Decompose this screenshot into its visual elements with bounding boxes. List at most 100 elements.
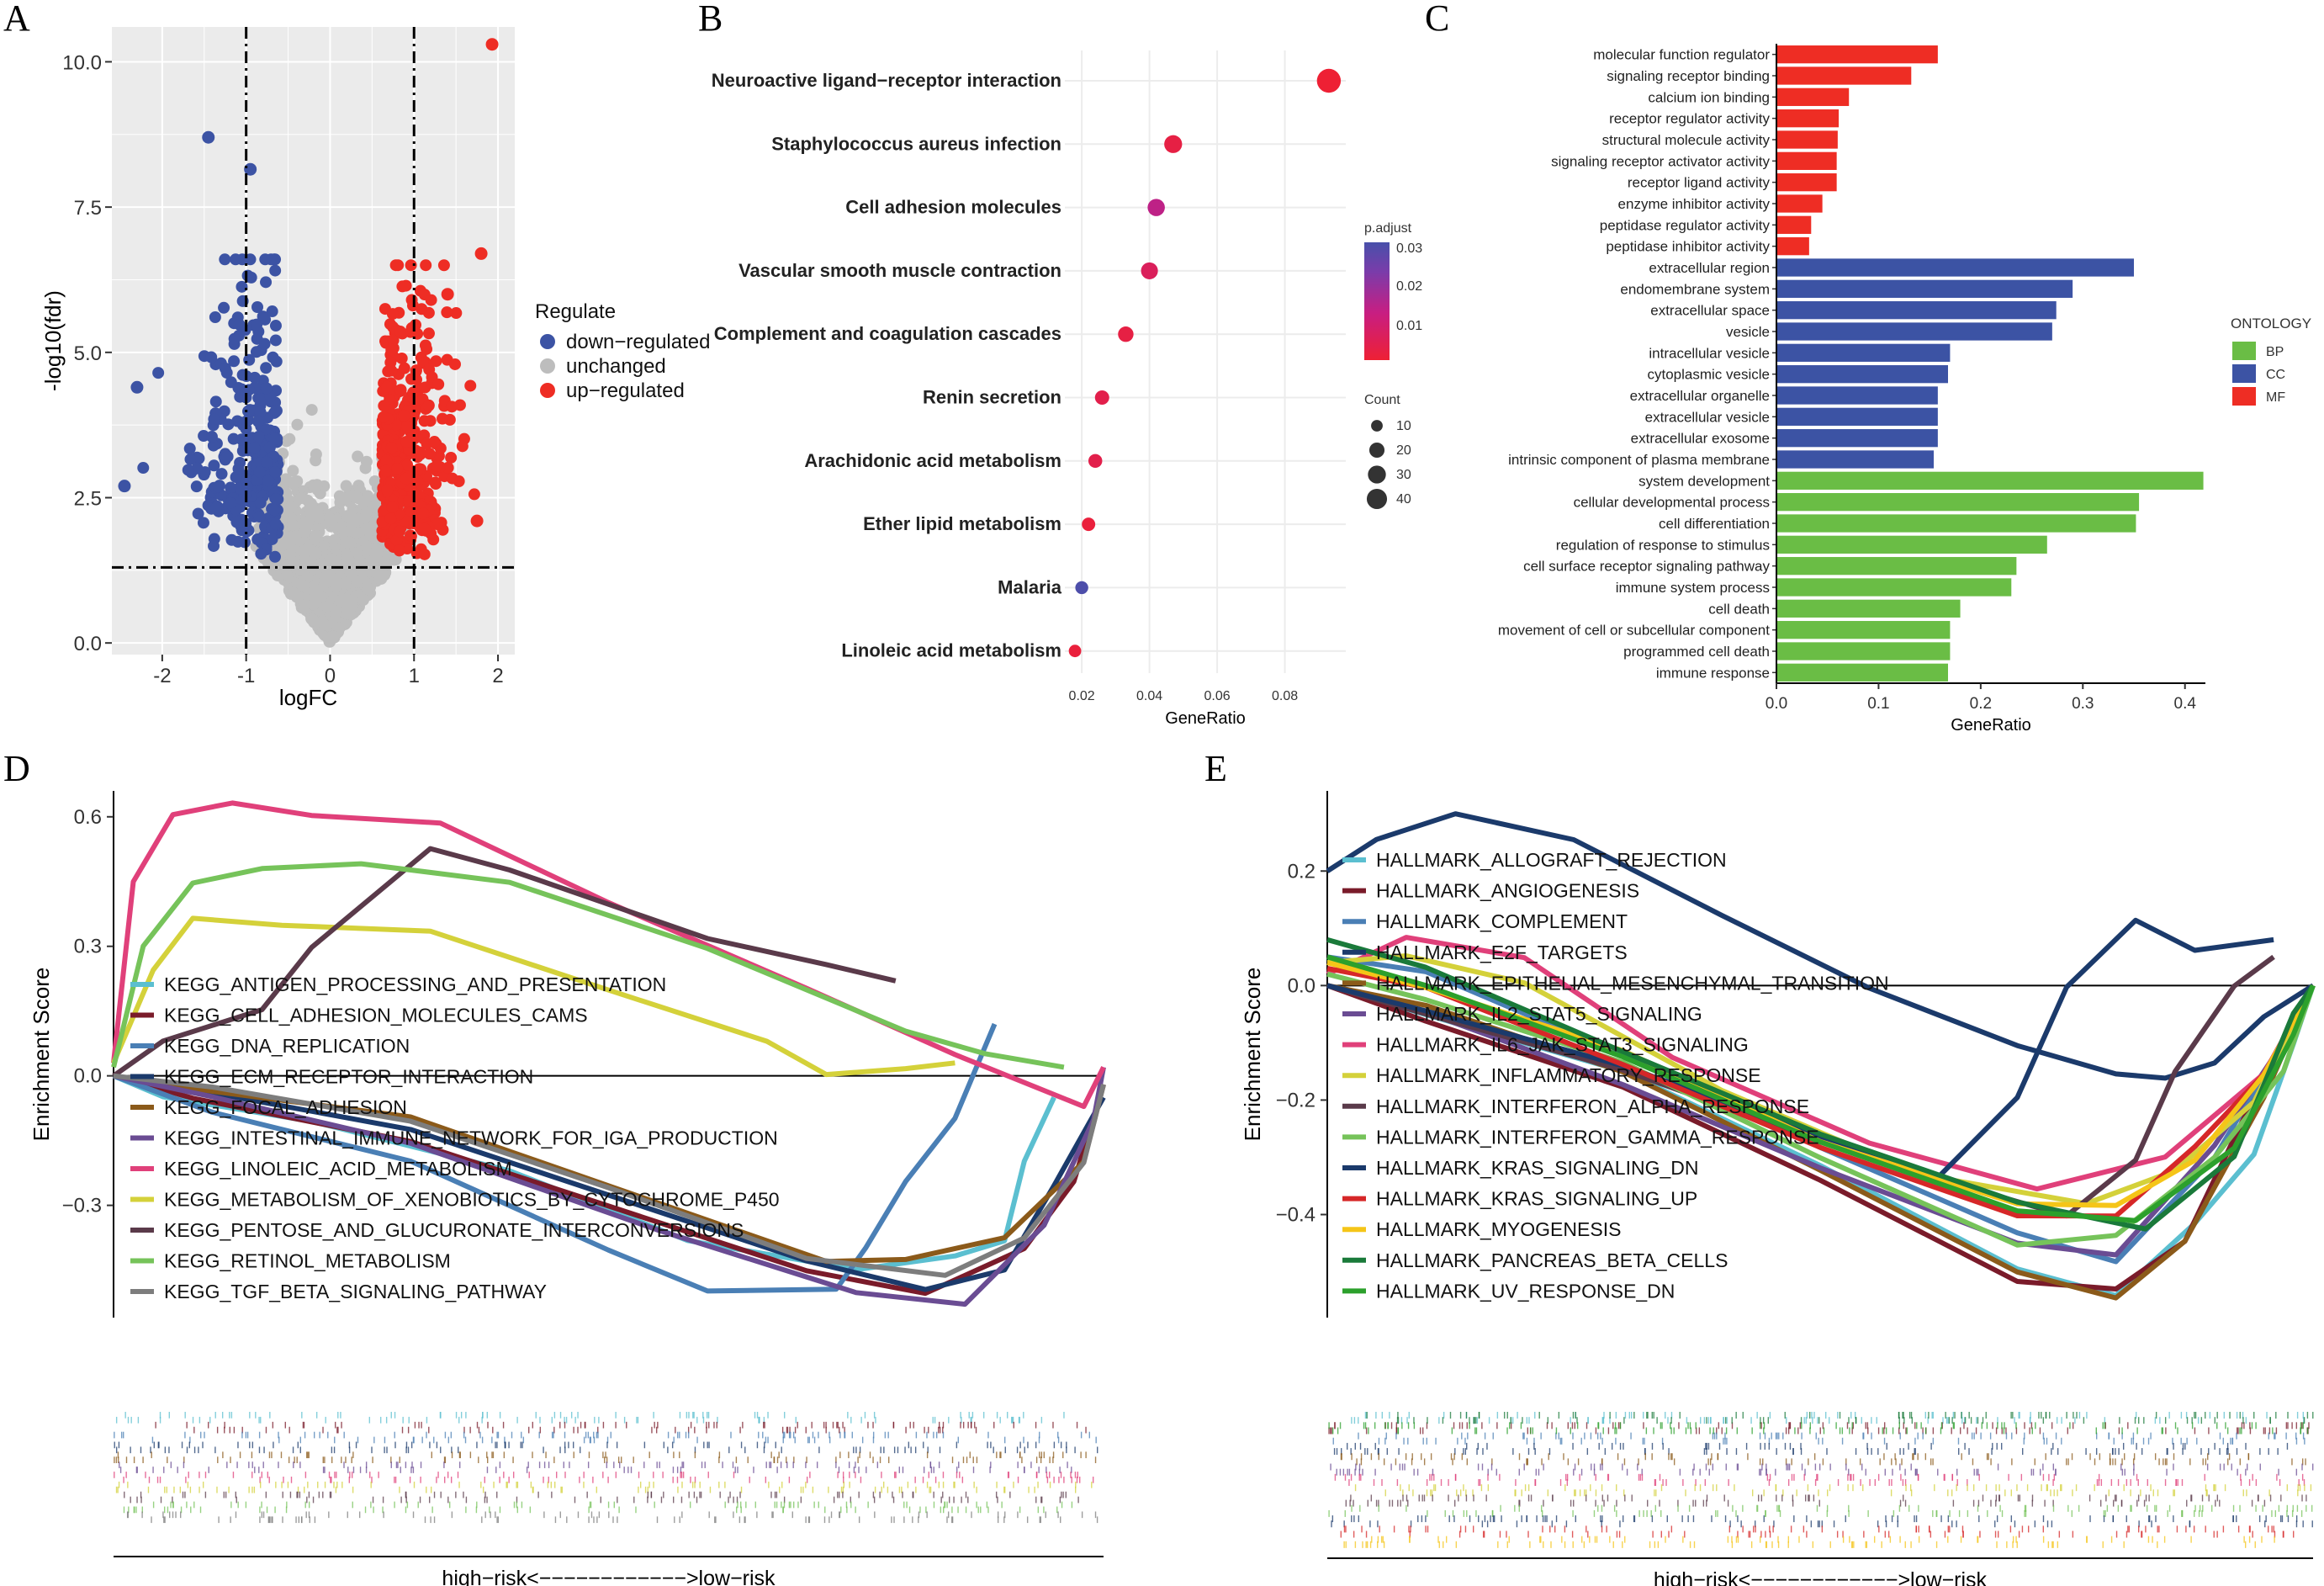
- y-tick-label: 0.3: [74, 936, 102, 958]
- x-axis-title: logFC: [279, 685, 337, 710]
- color-legend-tick: 0.02: [1396, 279, 1422, 294]
- scatter-point: [260, 423, 273, 436]
- go-term-label: extracellular vesicle: [1645, 409, 1770, 425]
- scatter-point: [327, 630, 340, 643]
- x-tick-label: -1: [237, 665, 255, 687]
- legend-label: KEGG_METABOLISM_OF_XENOBIOTICS_BY_CYTOCH…: [164, 1189, 780, 1211]
- x-tick-label: 0.3: [2072, 695, 2094, 713]
- scatter-point: [251, 318, 263, 331]
- dot-mark: [1068, 644, 1082, 658]
- x-tick-label: 0.02: [1069, 689, 1095, 703]
- bar-mark: [1776, 45, 1938, 64]
- scatter-point: [456, 440, 469, 453]
- scatter-point: [318, 618, 331, 631]
- scatter-point: [389, 554, 402, 566]
- scatter-point: [295, 579, 308, 591]
- legend-label: up−regulated: [566, 379, 685, 402]
- scatter-point: [400, 279, 412, 292]
- scatter-point: [263, 441, 276, 454]
- es-curve: [1326, 965, 2316, 1219]
- scatter-point: [221, 450, 234, 463]
- scatter-point: [420, 259, 432, 272]
- dot-mark: [1316, 68, 1342, 93]
- scatter-point: [218, 301, 230, 314]
- es-curve: [1326, 937, 2316, 1232]
- scatter-point: [401, 459, 414, 471]
- scatter-point: [241, 480, 253, 493]
- scatter-point: [385, 343, 398, 356]
- bar-mark: [1776, 578, 2012, 597]
- es-curve: [1326, 917, 2274, 1180]
- scatter-point: [330, 580, 342, 592]
- legend-label: KEGG_FOCAL_ADHESION: [164, 1096, 407, 1118]
- scatter-point: [255, 548, 267, 560]
- scatter-point: [341, 510, 353, 522]
- scatter-point: [432, 378, 445, 390]
- scatter-point: [422, 400, 435, 412]
- scatter-point: [209, 311, 221, 324]
- scatter-point: [299, 525, 311, 538]
- scatter-point: [212, 480, 225, 493]
- scatter-point: [292, 591, 304, 603]
- scatter-point: [387, 334, 400, 347]
- x-axis-title: GeneRatio: [1951, 716, 2031, 735]
- scatter-point: [251, 300, 264, 313]
- scatter-point: [446, 472, 458, 485]
- legend-label: HALLMARK_ALLOGRAFT_REJECTION: [1376, 849, 1727, 871]
- panel-label-a: A: [3, 0, 30, 39]
- scatter-point: [255, 393, 267, 406]
- bar-mark: [1776, 621, 1951, 639]
- go-term-label: extracellular space: [1650, 303, 1770, 319]
- panel-label-b: B: [698, 0, 723, 39]
- bar-mark: [1776, 322, 2052, 341]
- go-term-label: intrinsic component of plasma membrane: [1508, 452, 1770, 468]
- dot-mark: [1147, 199, 1165, 216]
- legend-label: HALLMARK_PANCREAS_BETA_CELLS: [1376, 1249, 1728, 1271]
- x-tick-label: 0: [325, 665, 336, 687]
- scatter-point: [205, 431, 218, 443]
- scatter-point: [284, 548, 297, 560]
- color-legend-tick: 0.03: [1396, 241, 1422, 256]
- scatter-point: [269, 334, 282, 347]
- scatter-point: [260, 362, 273, 374]
- scatter-point-highlight: [470, 514, 484, 528]
- scatter-point: [368, 565, 380, 578]
- scatter-point: [219, 253, 231, 266]
- scatter-point: [359, 462, 372, 475]
- scatter-point: [394, 325, 406, 337]
- bar-mark: [1776, 386, 1938, 405]
- y-tick-label: 0.6: [74, 806, 102, 829]
- scatter-point: [386, 501, 399, 513]
- scatter-point: [270, 493, 283, 506]
- bar-mark: [1776, 663, 1948, 682]
- scatter-point: [239, 536, 251, 549]
- scatter-point: [230, 253, 242, 266]
- legend-label: HALLMARK_IL2_STAT5_SIGNALING: [1376, 1003, 1702, 1025]
- scatter-point: [260, 276, 273, 289]
- scatter-point: [418, 548, 431, 560]
- legend-label: HALLMARK_COMPLEMENT: [1376, 910, 1628, 932]
- y-axis-title: -log10(fdr): [40, 290, 66, 391]
- scatter-point: [259, 253, 272, 266]
- scatter-point: [276, 538, 289, 551]
- panel-label-e: E: [1204, 748, 1227, 789]
- scatter-point-highlight: [202, 130, 215, 144]
- scatter-point: [190, 480, 203, 493]
- scatter-point: [191, 462, 204, 475]
- size-legend-label: 10: [1396, 419, 1411, 433]
- scatter-point: [268, 550, 281, 563]
- x-tick-label: 0.04: [1136, 689, 1162, 703]
- legend-label: HALLMARK_INTERFERON_GAMMA_RESPONSE: [1376, 1126, 1819, 1148]
- go-term-label: immune response: [1656, 665, 1770, 681]
- go-term-label: cytoplasmic vesicle: [1648, 367, 1771, 383]
- pathway-label: Cell adhesion molecules: [845, 197, 1061, 218]
- legend-label: KEGG_TGF_BETA_SIGNALING_PATHWAY: [164, 1281, 547, 1302]
- scatter-point: [245, 271, 257, 284]
- scatter-point: [254, 496, 267, 509]
- bar-mark: [1776, 450, 1934, 469]
- bar-mark: [1776, 215, 1812, 234]
- dot-mark: [1075, 581, 1088, 595]
- scatter-point: [384, 356, 397, 369]
- legend-key: [540, 383, 555, 398]
